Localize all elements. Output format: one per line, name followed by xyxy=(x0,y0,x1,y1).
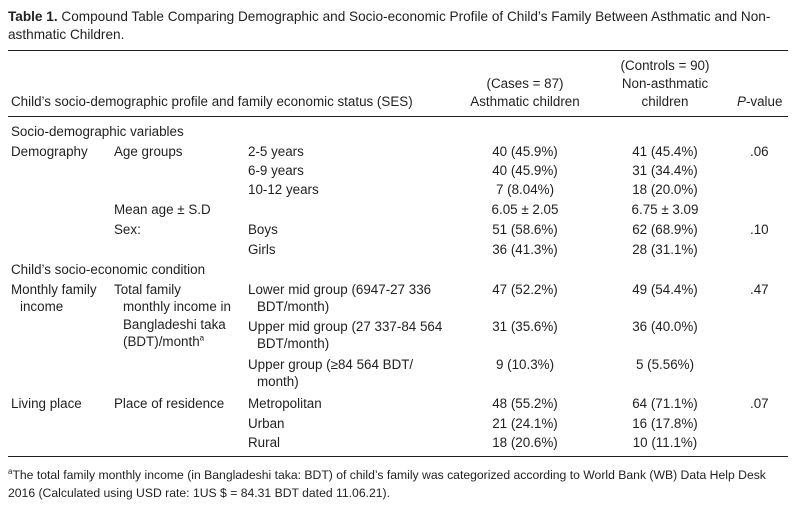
age-6-9-label: 6-9 years xyxy=(248,163,304,178)
age-6-9-cases: 40 (45.9%) xyxy=(492,163,558,178)
top-rule xyxy=(8,50,788,51)
section-sociodemographic: Socio-demographic variables xyxy=(11,124,184,139)
living-pvalue: .07 xyxy=(750,396,769,411)
row-label-demography: Demography xyxy=(11,144,88,159)
living-place-label: Living place xyxy=(11,396,82,411)
table-caption: Table 1. Compound Table Comparing Demogr… xyxy=(8,8,788,44)
urban-label: Urban xyxy=(248,416,285,431)
sex-pvalue: .10 xyxy=(750,222,769,237)
lower-mid-controls: 49 (54.4%) xyxy=(632,282,698,297)
header-pvalue: P-value xyxy=(737,94,782,110)
lower-mid-cases: 47 (52.2%) xyxy=(492,282,558,297)
section-socioeconomic: Child’s socio-economic condition xyxy=(11,262,206,277)
header-controls-label-2: children xyxy=(641,94,689,109)
urban-cases: 21 (24.1%) xyxy=(492,416,558,431)
header-rule xyxy=(8,116,788,117)
boys-controls: 62 (68.9%) xyxy=(632,222,698,237)
upper-mid-label-2: BDT/month) xyxy=(257,336,330,351)
total-income-label-4: (BDT)/montha xyxy=(123,334,204,350)
total-income-label-3: Bangladeshi taka xyxy=(123,317,226,332)
footnote-marker: a xyxy=(199,333,205,343)
upper-label-2: month) xyxy=(257,374,299,389)
table-title: Compound Table Comparing Demographic and… xyxy=(8,9,771,42)
header-cases-label: Asthmatic children xyxy=(470,94,580,109)
row-label-age-groups: Age groups xyxy=(114,144,183,159)
metro-controls: 64 (71.1%) xyxy=(632,396,698,411)
sex-label: Sex: xyxy=(114,222,141,237)
footnote-text: The total family monthly income (in Bang… xyxy=(8,468,766,500)
total-income-unit: (BDT)/month xyxy=(123,334,200,349)
residence-label: Place of residence xyxy=(114,396,225,411)
age-2-5-controls: 41 (45.4%) xyxy=(632,144,698,159)
total-income-label-2: monthly income in xyxy=(123,299,231,314)
age-10-12-controls: 18 (20.0%) xyxy=(632,182,698,197)
mean-age-cases: 6.05 ± 2.05 xyxy=(491,202,559,217)
age-2-5-label: 2-5 years xyxy=(248,144,304,159)
girls-label: Girls xyxy=(248,242,276,257)
header-profile: Child’s socio-demographic profile and fa… xyxy=(11,94,413,109)
age-pvalue: .06 xyxy=(750,144,769,159)
metro-cases: 48 (55.2%) xyxy=(492,396,558,411)
income-label-1: Monthly family xyxy=(11,282,97,297)
table-footnote: aThe total family monthly income (in Ban… xyxy=(8,466,788,502)
metro-label: Metropolitan xyxy=(248,396,322,411)
table-label: Table 1. xyxy=(8,9,58,24)
header-pvalue-p: P xyxy=(737,94,746,109)
age-2-5-cases: 40 (45.9%) xyxy=(492,144,558,159)
header-controls-count: (Controls = 90) xyxy=(620,58,710,73)
upper-mid-cases: 31 (35.6%) xyxy=(492,319,558,334)
boys-label: Boys xyxy=(248,222,278,237)
rural-cases: 18 (20.6%) xyxy=(492,435,558,450)
income-pvalue: .47 xyxy=(750,282,769,297)
upper-controls: 5 (5.56%) xyxy=(635,357,695,372)
bottom-rule xyxy=(8,456,788,457)
rural-label: Rural xyxy=(248,435,280,450)
age-10-12-label: 10-12 years xyxy=(248,182,319,197)
urban-controls: 16 (17.8%) xyxy=(632,416,698,431)
rural-controls: 10 (11.1%) xyxy=(632,435,698,450)
age-10-12-cases: 7 (8.04%) xyxy=(495,182,555,197)
upper-mid-label-1: Upper mid group (27 337-84 564 xyxy=(248,319,443,334)
boys-cases: 51 (58.6%) xyxy=(492,222,558,237)
income-label-2: income xyxy=(20,299,64,314)
lower-mid-label-1: Lower mid group (6947-27 336 xyxy=(248,282,432,297)
girls-controls: 28 (31.1%) xyxy=(632,242,698,257)
footnote-mark: a xyxy=(8,466,13,476)
lower-mid-label-2: BDT/month) xyxy=(257,299,330,314)
upper-cases: 9 (10.3%) xyxy=(495,357,555,372)
upper-label-1: Upper group (≥84 564 BDT/ xyxy=(248,357,414,372)
header-pvalue-rest: -value xyxy=(745,94,783,109)
age-6-9-controls: 31 (34.4%) xyxy=(632,163,698,178)
mean-age-label: Mean age ± S.D xyxy=(114,202,211,217)
mean-age-controls: 6.75 ± 3.09 xyxy=(631,202,699,217)
header-cases-count: (Cases = 87) xyxy=(486,76,564,91)
girls-cases: 36 (41.3%) xyxy=(492,242,558,257)
total-income-label-1: Total family xyxy=(114,282,181,297)
upper-mid-controls: 36 (40.0%) xyxy=(632,319,698,334)
header-controls-label: Non-asthmatic xyxy=(621,76,709,91)
